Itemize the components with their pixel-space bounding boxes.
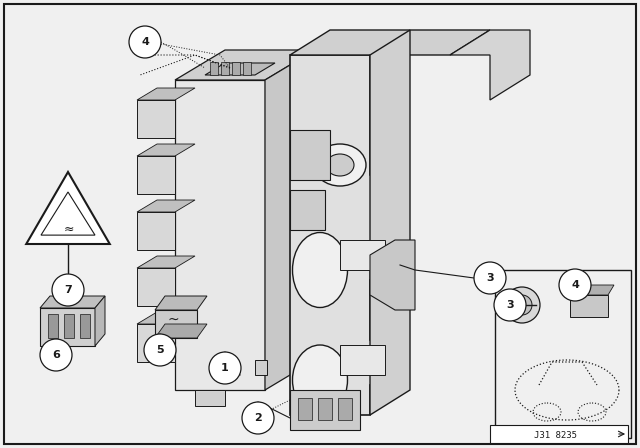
Circle shape — [144, 334, 176, 366]
Polygon shape — [95, 296, 105, 346]
Circle shape — [559, 269, 591, 301]
Bar — [243, 62, 251, 75]
Polygon shape — [290, 390, 360, 430]
Bar — [137, 324, 175, 362]
Text: 1: 1 — [221, 363, 229, 373]
Ellipse shape — [292, 345, 348, 415]
Polygon shape — [290, 55, 395, 415]
Bar — [318, 398, 332, 420]
Bar — [155, 310, 197, 338]
Circle shape — [242, 402, 274, 434]
Polygon shape — [137, 200, 195, 212]
Bar — [338, 398, 352, 420]
Text: 6: 6 — [52, 350, 60, 360]
Ellipse shape — [326, 154, 354, 176]
Text: 4: 4 — [571, 280, 579, 290]
Bar — [490, 425, 628, 443]
Polygon shape — [370, 30, 410, 415]
Polygon shape — [570, 285, 614, 295]
Polygon shape — [137, 144, 195, 156]
Circle shape — [40, 339, 72, 371]
Text: 2: 2 — [254, 413, 262, 423]
Bar — [137, 156, 175, 194]
Bar — [570, 295, 608, 317]
Ellipse shape — [314, 144, 366, 186]
Bar — [48, 314, 58, 338]
Polygon shape — [205, 63, 275, 75]
Polygon shape — [265, 50, 315, 390]
Polygon shape — [155, 324, 207, 338]
Polygon shape — [26, 172, 110, 244]
Bar — [64, 314, 74, 338]
Ellipse shape — [292, 233, 348, 307]
Bar — [221, 62, 229, 75]
Text: 3: 3 — [486, 273, 494, 283]
Circle shape — [494, 289, 526, 321]
Bar — [80, 314, 90, 338]
Polygon shape — [137, 312, 195, 324]
Text: 4: 4 — [141, 37, 149, 47]
Circle shape — [52, 274, 84, 306]
Polygon shape — [155, 296, 207, 310]
Bar — [40, 308, 95, 346]
Bar — [137, 100, 175, 138]
Bar — [290, 190, 325, 230]
Circle shape — [512, 295, 532, 315]
Polygon shape — [450, 30, 530, 100]
Bar — [340, 240, 385, 270]
Bar — [298, 398, 312, 420]
Text: ~: ~ — [167, 313, 179, 327]
Polygon shape — [137, 256, 195, 268]
Bar — [210, 62, 218, 75]
Bar — [495, 270, 631, 438]
Circle shape — [209, 352, 241, 384]
Text: 5: 5 — [156, 345, 164, 355]
Text: 3: 3 — [506, 300, 514, 310]
Polygon shape — [370, 240, 415, 310]
Text: 7: 7 — [64, 285, 72, 295]
Bar — [137, 212, 175, 250]
Bar — [175, 80, 265, 390]
Polygon shape — [290, 30, 490, 55]
Bar — [232, 62, 240, 75]
Text: $\approx$: $\approx$ — [61, 221, 75, 234]
Bar — [255, 360, 267, 375]
Polygon shape — [175, 50, 315, 80]
Bar — [195, 390, 225, 406]
Text: J31 8235: J31 8235 — [534, 431, 577, 439]
Bar — [137, 268, 175, 306]
Bar — [340, 345, 385, 375]
Circle shape — [474, 262, 506, 294]
Circle shape — [129, 26, 161, 58]
Polygon shape — [137, 88, 195, 100]
Bar — [290, 130, 330, 180]
Polygon shape — [40, 296, 105, 308]
Circle shape — [504, 287, 540, 323]
